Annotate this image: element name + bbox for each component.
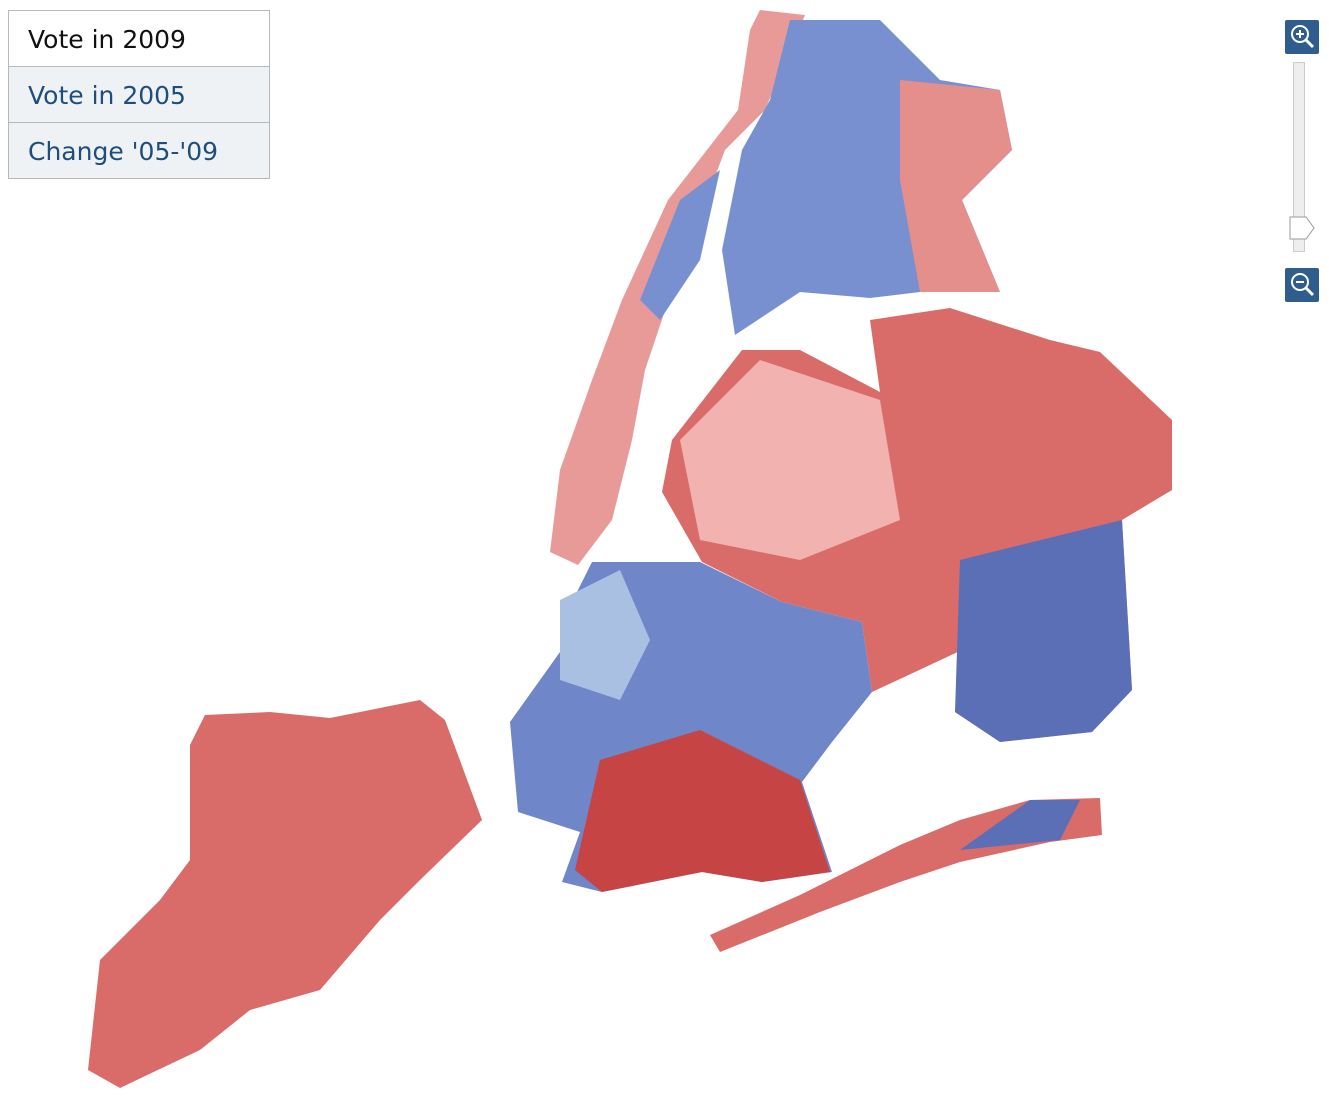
boroughs <box>88 10 1172 1088</box>
manhattan <box>550 10 805 565</box>
east-rockaway <box>960 800 1080 850</box>
staten-island <box>88 700 482 1088</box>
zoom-in-button[interactable] <box>1285 20 1319 54</box>
view-tabs: Vote in 2009 Vote in 2005 Change '05-'09 <box>8 10 270 179</box>
zoom-out-icon <box>1291 273 1315 297</box>
tab[interactable]: Change '05-'09 <box>9 122 269 178</box>
zoom-in-icon <box>1291 25 1315 49</box>
north-bronx <box>900 80 1012 292</box>
upper-manhattan <box>640 170 720 320</box>
south-brooklyn <box>575 730 830 892</box>
tab[interactable]: Vote in 2009 <box>9 11 269 66</box>
north-queens <box>680 360 900 560</box>
west-brooklyn <box>560 570 650 700</box>
east-queens <box>955 520 1132 742</box>
zoom-handle[interactable] <box>1288 215 1318 241</box>
zoom-slider[interactable] <box>1293 62 1305 252</box>
tab[interactable]: Vote in 2005 <box>9 66 269 122</box>
zoom-out-button[interactable] <box>1285 268 1319 302</box>
